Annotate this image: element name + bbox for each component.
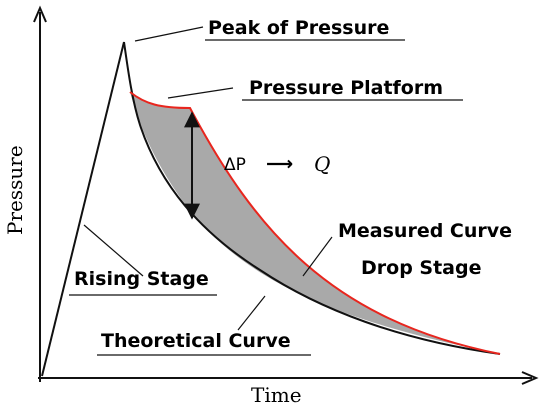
delta-p-label: ΔP xyxy=(224,155,246,175)
shaded-difference-region xyxy=(130,92,500,354)
measured-curve xyxy=(129,91,501,355)
theoretical-curve xyxy=(123,41,501,355)
drop-stage-label: Drop Stage xyxy=(361,257,482,279)
rising-leader-line xyxy=(83,224,144,277)
theoretical-curve-label: Theoretical Curve xyxy=(101,330,291,352)
flow-arrow-icon: ⟶ xyxy=(266,153,293,175)
measured-curve-label: Measured Curve xyxy=(338,220,512,242)
peak-label: Peak of Pressure xyxy=(208,17,389,39)
rising-stage-label: Rising Stage xyxy=(74,268,209,290)
x-axis-label: Time xyxy=(251,383,302,407)
platform-leader-line xyxy=(167,87,234,99)
y-axis-label: Pressure xyxy=(3,145,27,235)
rising-line xyxy=(41,41,125,377)
theoretical-leader-line xyxy=(237,295,266,331)
flow-label: Q xyxy=(314,152,330,176)
y-axis-arrow-icon xyxy=(33,5,47,23)
measured-leader-line xyxy=(302,236,333,277)
x-axis-arrow-icon xyxy=(521,371,539,385)
peak-leader-line xyxy=(134,26,204,42)
platform-label: Pressure Platform xyxy=(249,77,443,99)
